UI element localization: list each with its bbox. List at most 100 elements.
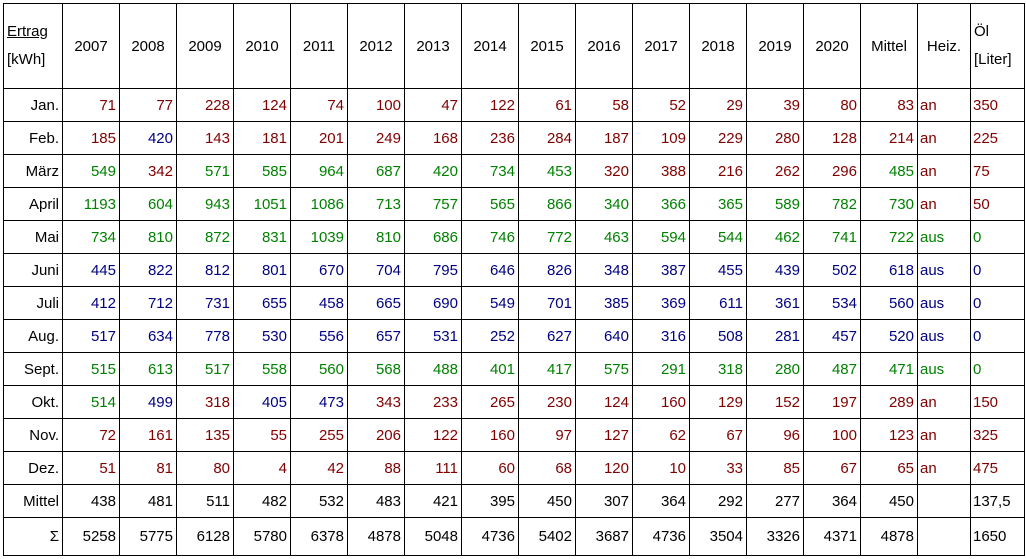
header-unit-label: [kWh] [7, 51, 46, 68]
cell-value: 77 [119, 88, 177, 122]
cell-mittel: 471 [860, 352, 918, 386]
cell-value: 152 [746, 385, 804, 419]
cell-value: 348 [575, 253, 633, 287]
cell-mittel: 560 [860, 286, 918, 320]
mittel-row-label: Mittel [3, 484, 63, 518]
cell-heiz [917, 484, 971, 518]
cell-oel: 325 [970, 418, 1025, 452]
cell-value: 160 [632, 385, 690, 419]
cell-value: 530 [233, 319, 291, 353]
cell-value: 964 [290, 154, 348, 188]
cell-mittel: 485 [860, 154, 918, 188]
cell-mittel: 520 [860, 319, 918, 353]
cell-value: 453 [518, 154, 576, 188]
cell-value: 511 [176, 484, 234, 518]
cell-value: 67 [689, 418, 747, 452]
cell-value: 544 [689, 220, 747, 254]
cell-value: 4878 [347, 517, 405, 556]
cell-value: 713 [347, 187, 405, 221]
cell-oel: 350 [970, 88, 1025, 122]
cell-value: 3326 [746, 517, 804, 556]
cell-value: 488 [404, 352, 462, 386]
cell-value: 228 [176, 88, 234, 122]
row-label: Juli [3, 286, 63, 320]
cell-value: 517 [176, 352, 234, 386]
table-row: Sept. 515 613 517 558 560 568 488 401 417 575 291 31… [3, 352, 1025, 386]
row-label: Juni [3, 253, 63, 287]
table-row: Feb. 185 420 143 181 201 249 168 236 284 187 109 229… [3, 121, 1025, 155]
cell-value: 499 [119, 385, 177, 419]
cell-value: 866 [518, 187, 576, 221]
cell-value: 457 [803, 319, 861, 353]
cell-value: 280 [746, 352, 804, 386]
cell-value: 822 [119, 253, 177, 287]
cell-value: 296 [803, 154, 861, 188]
cell-value: 812 [176, 253, 234, 287]
cell-value: 4736 [461, 517, 519, 556]
header-oel-unit: [Liter] [974, 51, 1012, 68]
cell-value: 412 [62, 286, 120, 320]
cell-oel: 0 [970, 253, 1025, 287]
header-year-2016: 2016 [575, 3, 633, 89]
table-row: April 1193 604 943 1051 1086 713 757 565 866 340 36… [3, 187, 1025, 221]
cell-mittel: 289 [860, 385, 918, 419]
cell-heiz: aus [917, 220, 971, 254]
cell-value: 316 [632, 319, 690, 353]
cell-value: 741 [803, 220, 861, 254]
cell-value: 1051 [233, 187, 291, 221]
cell-value: 252 [461, 319, 519, 353]
cell-value: 343 [347, 385, 405, 419]
cell-value: 657 [347, 319, 405, 353]
row-label: Aug. [3, 319, 63, 353]
cell-value: 109 [632, 121, 690, 155]
cell-value: 88 [347, 451, 405, 485]
header-year-2010: 2010 [233, 3, 291, 89]
cell-value: 395 [461, 484, 519, 518]
yield-table: Ertrag [kWh] 2007 2008 2009 2010 2011 2012 2013… [3, 3, 1025, 556]
header-ertrag-label: Ertrag [7, 23, 48, 40]
cell-mittel: 4878 [860, 517, 918, 556]
cell-value: 515 [62, 352, 120, 386]
row-label: April [3, 187, 63, 221]
cell-value: 68 [518, 451, 576, 485]
cell-value: 71 [62, 88, 120, 122]
cell-value: 127 [575, 418, 633, 452]
cell-value: 810 [119, 220, 177, 254]
cell-value: 455 [689, 253, 747, 287]
cell-oel: 475 [970, 451, 1025, 485]
cell-value: 690 [404, 286, 462, 320]
cell-value: 122 [404, 418, 462, 452]
cell-value: 42 [290, 451, 348, 485]
cell-value: 5775 [119, 517, 177, 556]
cell-value: 5258 [62, 517, 120, 556]
cell-value: 365 [689, 187, 747, 221]
cell-value: 122 [461, 88, 519, 122]
cell-value: 340 [575, 187, 633, 221]
cell-value: 33 [689, 451, 747, 485]
cell-value: 640 [575, 319, 633, 353]
cell-value: 124 [233, 88, 291, 122]
cell-value: 230 [518, 385, 576, 419]
cell-value: 575 [575, 352, 633, 386]
cell-oel: 1650 [970, 517, 1025, 556]
cell-oel: 150 [970, 385, 1025, 419]
cell-heiz: an [917, 451, 971, 485]
cell-value: 801 [233, 253, 291, 287]
table-row: Jan. 71 77 228 124 74 100 47 122 61 58 52 29 39 80 83 an… [3, 88, 1025, 122]
cell-value: 81 [119, 451, 177, 485]
cell-value: 655 [233, 286, 291, 320]
cell-mittel: 722 [860, 220, 918, 254]
cell-value: 502 [803, 253, 861, 287]
cell-value: 55 [233, 418, 291, 452]
cell-value: 291 [632, 352, 690, 386]
cell-value: 342 [119, 154, 177, 188]
cell-value: 39 [746, 88, 804, 122]
cell-value: 514 [62, 385, 120, 419]
cell-oel: 0 [970, 319, 1025, 353]
header-year-2017: 2017 [632, 3, 690, 89]
cell-value: 135 [176, 418, 234, 452]
header-year-2012: 2012 [347, 3, 405, 89]
cell-value: 185 [62, 121, 120, 155]
cell-value: 181 [233, 121, 291, 155]
cell-value: 445 [62, 253, 120, 287]
